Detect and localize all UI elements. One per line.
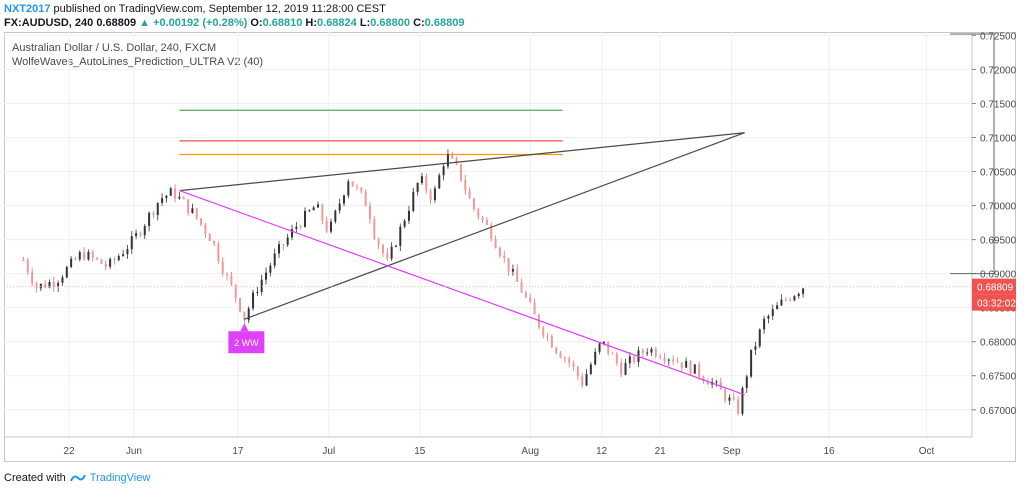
close-value: 0.68809 bbox=[424, 17, 465, 29]
publish-text: published on TradingView.com, September … bbox=[50, 3, 386, 15]
low-value: 0.68800 bbox=[370, 17, 410, 29]
chart-header: NXT2017 published on TradingView.com, Se… bbox=[0, 0, 1024, 30]
author-link[interactable]: NXT2017 bbox=[4, 3, 51, 15]
low-label: L: bbox=[359, 17, 371, 29]
symbol-label: FX:AUDUSD, 240 bbox=[4, 17, 94, 29]
created-with-text: Created with bbox=[4, 472, 66, 484]
open-label: O: bbox=[250, 17, 263, 29]
open-value: 0.68810 bbox=[262, 17, 303, 29]
close-label: C: bbox=[413, 17, 425, 29]
ohlc-line: FX:AUDUSD, 240 0.68809 ▲ +0.00192 (+0.28… bbox=[4, 17, 464, 29]
footer: Created with TradingView bbox=[4, 472, 150, 484]
chart-frame bbox=[4, 32, 1016, 462]
high-value: 0.68824 bbox=[317, 17, 357, 29]
chart-title: Australian Dollar / U.S. Dollar, 240, FX… bbox=[12, 42, 217, 54]
publish-line: NXT2017 published on TradingView.com, Se… bbox=[4, 3, 386, 15]
high-label: H: bbox=[305, 17, 318, 29]
tradingview-logo-icon bbox=[69, 474, 86, 482]
price-change: ▲ +0.00192 (+0.28%) bbox=[139, 17, 248, 29]
indicator-label[interactable]: WolfeWaves_AutoLines_Prediction_ULTRA V2… bbox=[12, 56, 264, 68]
tradingview-brand[interactable]: TradingView bbox=[89, 472, 151, 484]
last-price: 0.68809 bbox=[96, 17, 137, 29]
